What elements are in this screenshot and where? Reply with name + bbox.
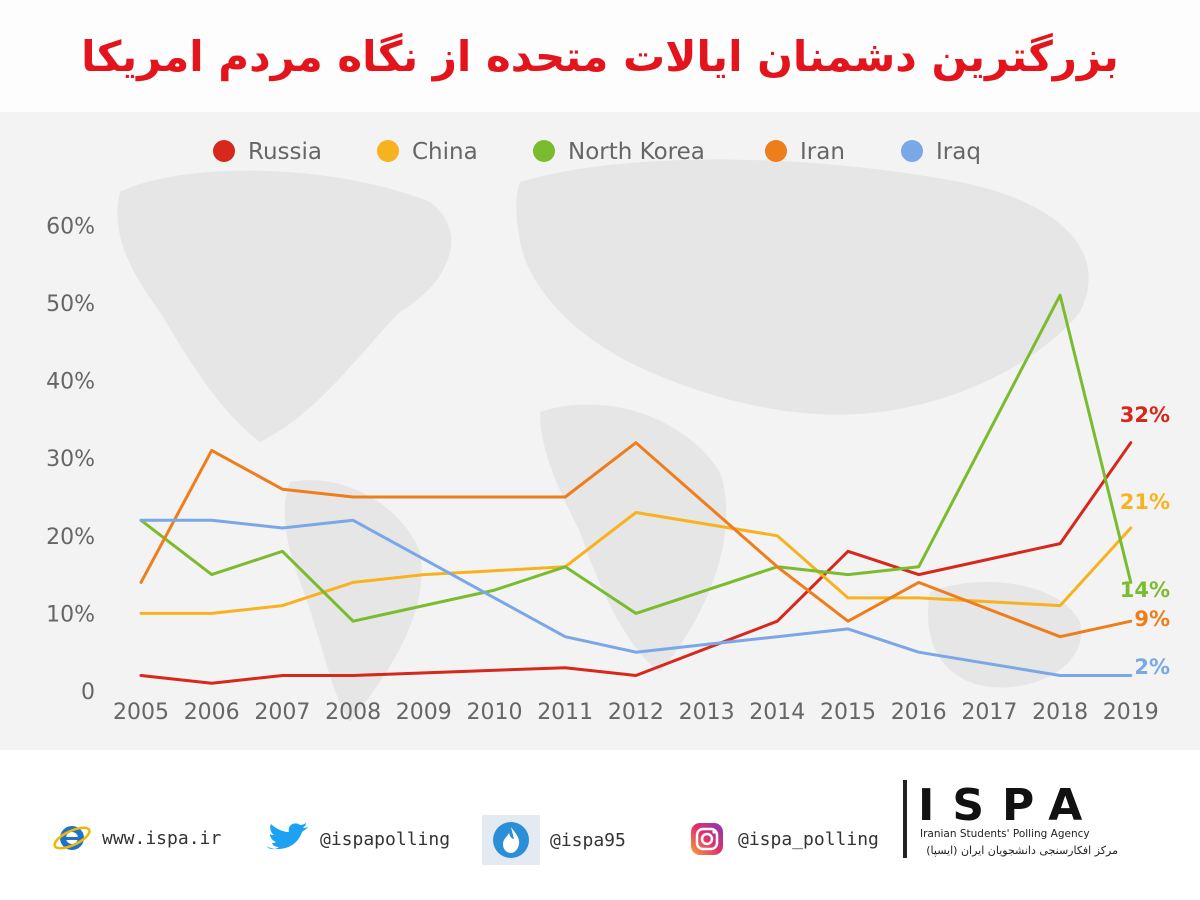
x-tick-label: 2009	[396, 700, 452, 725]
chart-legend: Russia China North Korea Iran Iraq	[213, 139, 981, 165]
x-tick-label: 2007	[254, 700, 310, 725]
brand-english-name: Iranian Students' Polling Agency	[920, 828, 1090, 840]
x-tick-label: 2016	[891, 700, 947, 725]
series-lines	[139, 293, 1133, 685]
ispa-logo: ISPA	[918, 780, 1101, 831]
x-tick-label: 2019	[1103, 700, 1159, 725]
app-link[interactable]: @ispa95	[482, 815, 626, 865]
y-tick-label: 40%	[46, 370, 95, 395]
end-label-iran: 9%	[1134, 607, 1170, 631]
map-africa	[540, 404, 727, 672]
legend-label: Iraq	[936, 139, 981, 165]
line-chart: Russia China North Korea Iran Iraq 0 10% 20% 30…	[46, 139, 1170, 725]
brand-divider	[903, 780, 907, 858]
end-label-russia: 32%	[1120, 403, 1170, 427]
ispa-brand: ISPA Iranian Students' Polling Agency مر…	[918, 780, 1158, 870]
internet-explorer-icon	[53, 826, 91, 850]
legend-label: North Korea	[568, 139, 705, 165]
world-map-background	[117, 159, 1089, 722]
x-tick-label: 2012	[608, 700, 664, 725]
map-europe-asia	[516, 159, 1089, 415]
legend-marker	[213, 140, 235, 162]
website-link[interactable]: www.ispa.ir	[52, 822, 221, 854]
x-tick-label: 2008	[325, 700, 381, 725]
legend-marker	[901, 140, 923, 162]
app-text: @ispa95	[550, 829, 626, 851]
instagram-text: @ispa_polling	[738, 828, 879, 850]
legend-label: Russia	[248, 139, 322, 165]
x-tick-label: 2015	[820, 700, 876, 725]
map-south-america	[284, 480, 422, 722]
legend-marker	[765, 140, 787, 162]
series-line-north-korea	[139, 293, 1133, 623]
y-tick-label: 0	[81, 680, 95, 705]
x-tick-label: 2011	[537, 700, 593, 725]
twitter-bird-icon	[266, 823, 308, 850]
x-axis: 2005 2006 2007 2008 2009 2010 2011 2012 2013 2014…	[113, 700, 1159, 725]
legend-label: Iran	[800, 139, 845, 165]
end-label-china: 21%	[1120, 490, 1170, 514]
website-text: www.ispa.ir	[102, 827, 222, 849]
y-tick-label: 10%	[46, 602, 95, 627]
brand-persian-name: مرکز افکارسنجی دانشجویان ایران (ایسپا)	[926, 844, 1118, 857]
legend-marker	[533, 140, 555, 162]
x-tick-label: 2018	[1032, 700, 1088, 725]
x-tick-label: 2014	[749, 700, 805, 725]
series-line-russia	[139, 441, 1133, 685]
instagram-icon	[691, 823, 723, 855]
end-label-north-korea: 14%	[1120, 578, 1170, 602]
y-tick-label: 50%	[46, 292, 95, 317]
y-tick-label: 20%	[46, 525, 95, 550]
footer	[0, 750, 1200, 900]
twitter-link[interactable]: @ispapolling	[262, 822, 450, 856]
x-tick-label: 2017	[961, 700, 1017, 725]
y-tick-label: 30%	[46, 447, 95, 472]
legend-label: China	[412, 139, 478, 165]
instagram-link[interactable]: @ispa_polling	[688, 822, 879, 856]
flame-app-icon	[482, 815, 540, 865]
x-tick-label: 2010	[467, 700, 523, 725]
x-tick-label: 2006	[184, 700, 240, 725]
series-line-iran	[139, 441, 1133, 639]
title-band: بزرگترین دشمنان ایالات متحده از نگاه مرد…	[0, 0, 1200, 112]
end-label-iraq: 2%	[1134, 655, 1170, 679]
series-line-iraq	[139, 518, 1133, 677]
y-axis: 0 10% 20% 30% 40% 50% 60%	[46, 214, 95, 705]
map-north-america	[117, 170, 452, 443]
chart-panel: Russia China North Korea Iran Iraq 0 10% 20% 30…	[0, 112, 1200, 750]
y-tick-label: 60%	[46, 214, 95, 239]
x-tick-label: 2005	[113, 700, 169, 725]
twitter-text: @ispapolling	[320, 828, 451, 850]
end-labels: 32% 21% 14% 9% 2%	[1120, 403, 1170, 679]
legend-marker	[377, 140, 399, 162]
chart-title: بزرگترین دشمنان ایالات متحده از نگاه مرد…	[81, 31, 1119, 81]
x-tick-label: 2013	[679, 700, 735, 725]
